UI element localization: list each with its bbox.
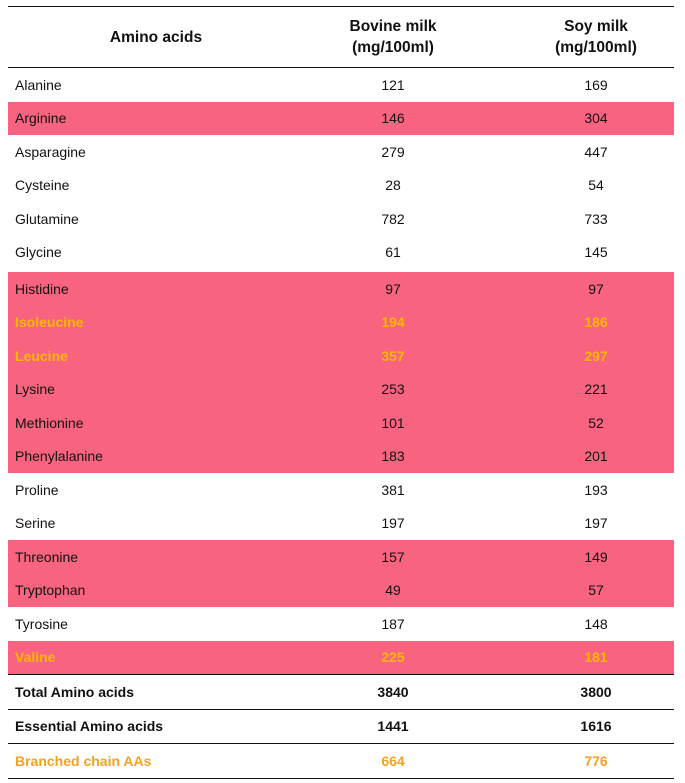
amino-acid-name: Leucine [15, 347, 68, 364]
header-soy-line2: (mg/100ml) [555, 39, 637, 56]
bcaa-bovine: 664 [381, 752, 405, 769]
bovine-value: 183 [381, 448, 405, 465]
table-row: Serine 197 197 [8, 507, 674, 541]
table-row-highlighted: Histidine 97 97 [8, 272, 674, 306]
essential-label: Essential Amino acids [15, 718, 164, 735]
bovine-value: 61 [385, 244, 401, 261]
table-row-highlighted: Arginine 146 304 [8, 101, 674, 135]
essential-rule [8, 708, 674, 710]
bovine-value: 157 [381, 548, 405, 565]
amino-acid-name: Serine [15, 515, 56, 532]
amino-acid-name: Isoleucine [15, 314, 84, 331]
table-row-highlighted: Threonine 157 149 [8, 540, 674, 574]
table-row: Glycine 61 145 [8, 236, 674, 270]
soy-value: 169 [584, 76, 608, 93]
soy-value: 52 [588, 414, 604, 431]
amino-acid-name: Alanine [15, 76, 62, 93]
header-row: Amino acids Bovine milk (mg/100ml) Soy m… [8, 7, 674, 67]
bovine-value: 49 [385, 582, 401, 599]
soy-value: 193 [584, 481, 608, 498]
table-row: Asparagine 279 447 [8, 135, 674, 169]
totals-rule [8, 674, 674, 675]
top-rule [8, 6, 674, 7]
table-row-highlighted: Phenylalanine 183 201 [8, 439, 674, 473]
soy-value: 197 [584, 515, 608, 532]
header-amino-acids: Amino acids [109, 28, 203, 46]
table-row: Tyrosine 187 148 [8, 607, 674, 641]
amino-acid-name: Proline [15, 481, 59, 498]
soy-value: 304 [584, 110, 608, 127]
table-row-highlighted-bcaa: Leucine 357 297 [8, 339, 674, 373]
bovine-value: 101 [381, 414, 405, 431]
bovine-value: 28 [385, 177, 401, 194]
bovine-value: 197 [381, 515, 405, 532]
soy-value: 148 [584, 615, 608, 632]
essential-bovine: 1441 [377, 718, 409, 735]
soy-value: 181 [584, 649, 608, 666]
bcaa-label: Branched chain AAs [15, 752, 152, 769]
bovine-value: 225 [381, 649, 405, 666]
soy-value: 201 [584, 448, 608, 465]
header-bovine-milk: Bovine milk (mg/100ml) [268, 16, 518, 58]
bovine-value: 146 [381, 110, 405, 127]
essential-row: Essential Amino acids 1441 1616 [8, 710, 674, 744]
amino-acid-table: Amino acids Bovine milk (mg/100ml) Soy m… [8, 6, 674, 779]
table-row: Alanine 121 169 [8, 68, 674, 102]
soy-value: 733 [584, 210, 608, 227]
total-row: Total Amino acids 3840 3800 [8, 675, 674, 709]
table-row: Proline 381 193 [8, 473, 674, 507]
soy-value: 97 [588, 280, 604, 297]
amino-acid-name: Arginine [15, 110, 67, 127]
amino-acid-name: Valine [15, 649, 56, 666]
amino-acid-name: Methionine [15, 414, 84, 431]
table-row-highlighted: Methionine 101 52 [8, 406, 674, 440]
bovine-value: 194 [381, 314, 405, 331]
total-label: Total Amino acids [15, 683, 135, 700]
bottom-rule [8, 777, 674, 779]
soy-value: 54 [588, 177, 604, 194]
table-row-highlighted-bcaa: Isoleucine 194 186 [8, 305, 674, 339]
header-soy-milk: Soy milk (mg/100ml) [518, 16, 674, 58]
bcaa-row: Branched chain AAs 664 776 [8, 744, 674, 778]
bovine-value: 279 [381, 143, 405, 160]
amino-acid-name: Cysteine [15, 177, 70, 194]
soy-value: 447 [584, 143, 608, 160]
header-soy-line1: Soy milk [564, 18, 628, 35]
bovine-value: 187 [381, 615, 405, 632]
amino-acid-name: Tyrosine [15, 615, 68, 632]
amino-acid-name: Phenylalanine [15, 448, 103, 465]
soy-value: 149 [584, 548, 608, 565]
total-bovine: 3840 [377, 683, 409, 700]
amino-acid-name: Threonine [15, 548, 79, 565]
table-row-highlighted: Lysine 253 221 [8, 372, 674, 406]
essential-soy: 1616 [580, 718, 612, 735]
bovine-value: 381 [381, 481, 405, 498]
table-row-highlighted: Tryptophan 49 57 [8, 573, 674, 607]
bovine-value: 357 [381, 347, 405, 364]
table-row: Glutamine 782 733 [8, 202, 674, 236]
amino-acid-name: Tryptophan [15, 582, 86, 599]
amino-acid-name: Glycine [15, 244, 62, 261]
bcaa-soy: 776 [584, 752, 608, 769]
amino-acid-name: Glutamine [15, 210, 79, 227]
amino-acid-name: Histidine [15, 280, 69, 297]
total-soy: 3800 [580, 683, 612, 700]
bovine-value: 253 [381, 381, 405, 398]
bovine-value: 782 [381, 210, 405, 227]
amino-acid-name: Asparagine [15, 143, 86, 160]
soy-value: 57 [588, 582, 604, 599]
soy-value: 297 [584, 347, 608, 364]
table-row: Cysteine 28 54 [8, 169, 674, 203]
bcaa-rule [8, 743, 674, 744]
header-bovine-line2: (mg/100ml) [352, 39, 434, 56]
amino-acid-name: Lysine [15, 381, 55, 398]
header-rule [8, 67, 674, 68]
soy-value: 221 [584, 381, 608, 398]
table-row-highlighted-bcaa: Valine 225 181 [8, 640, 674, 674]
bovine-value: 97 [385, 280, 401, 297]
header-bovine-line1: Bovine milk [349, 18, 437, 35]
bovine-value: 121 [381, 76, 405, 93]
soy-value: 186 [584, 314, 608, 331]
soy-value: 145 [584, 244, 608, 261]
